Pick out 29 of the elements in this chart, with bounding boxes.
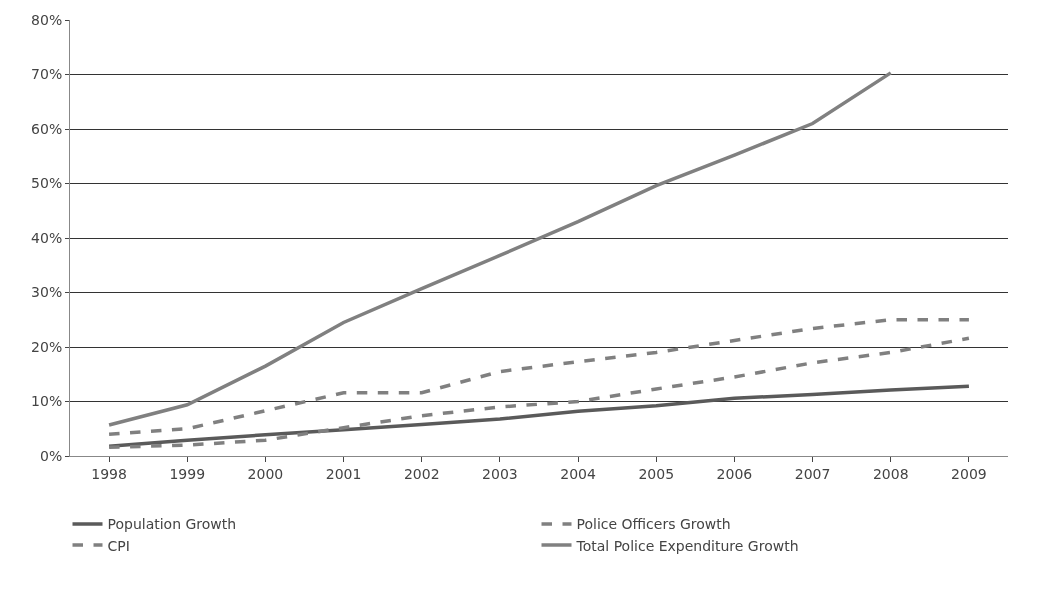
line-series bbox=[107, 384, 971, 448]
x-tick-label: 1998 bbox=[91, 465, 127, 482]
y-tick-label: 40% bbox=[31, 229, 63, 246]
x-tick-label: 2009 bbox=[951, 465, 987, 482]
x-tick-label: 2002 bbox=[403, 465, 440, 482]
y-tick-label: 50% bbox=[31, 175, 63, 192]
y-tick-label: 80% bbox=[31, 11, 63, 28]
x-tick-label: 2001 bbox=[325, 465, 362, 482]
x-tick-label: 2006 bbox=[716, 465, 753, 482]
x-tick-label: 2000 bbox=[247, 465, 284, 482]
y-tick-label: 0% bbox=[39, 447, 63, 464]
x-tick-label: 2007 bbox=[794, 465, 831, 482]
legend-label: Total Police Expenditure Growth bbox=[575, 537, 799, 554]
legend-label: Police Officers Growth bbox=[576, 516, 731, 533]
line-series bbox=[107, 336, 971, 450]
y-tick-label: 60% bbox=[31, 120, 63, 137]
y-tick-label: 10% bbox=[31, 393, 63, 410]
x-tick-label: 2004 bbox=[560, 465, 596, 482]
x-tick-label: 2003 bbox=[482, 465, 518, 482]
y-tick-label: 70% bbox=[31, 66, 63, 83]
x-tick-label: 1999 bbox=[169, 465, 206, 482]
y-tick-label: 30% bbox=[31, 284, 63, 301]
legend-label: Population Growth bbox=[107, 516, 237, 533]
line-series bbox=[107, 318, 971, 436]
legend-label: CPI bbox=[107, 537, 130, 554]
x-tick-label: 2008 bbox=[872, 465, 909, 482]
y-tick-label: 20% bbox=[31, 338, 63, 355]
x-tick-label: 2005 bbox=[638, 465, 675, 482]
line-series bbox=[107, 71, 893, 427]
